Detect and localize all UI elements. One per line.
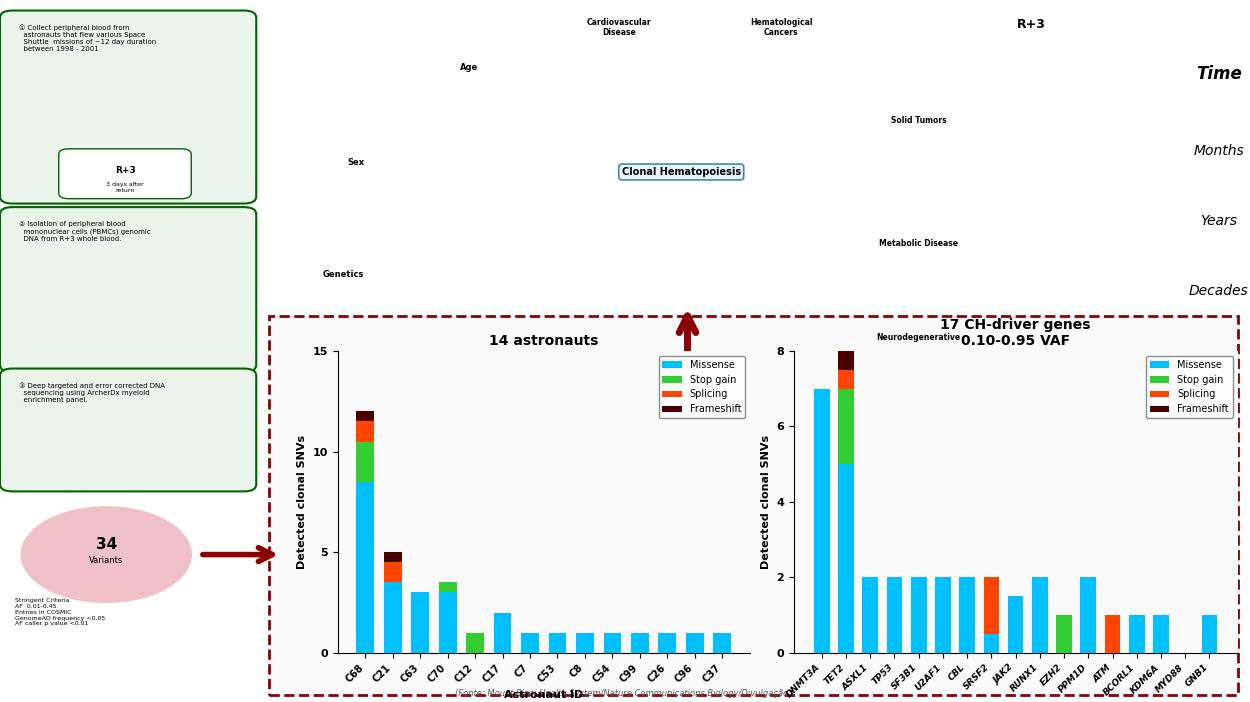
Text: Hematological
Cancers: Hematological Cancers: [750, 18, 812, 37]
Bar: [714, 633, 731, 653]
Bar: [439, 583, 456, 592]
Bar: [439, 592, 456, 653]
Bar: [935, 577, 951, 653]
Bar: [984, 634, 999, 653]
Text: Metabolic Disease: Metabolic Disease: [879, 239, 959, 248]
Bar: [1008, 596, 1024, 653]
Bar: [1152, 615, 1169, 653]
Text: 3 days after
return: 3 days after return: [106, 182, 144, 193]
Circle shape: [21, 507, 191, 602]
Bar: [1032, 577, 1048, 653]
Bar: [839, 370, 854, 389]
Bar: [466, 633, 484, 653]
Text: 34: 34: [96, 536, 118, 552]
Text: Neurodegenerative: Neurodegenerative: [876, 333, 961, 343]
Bar: [549, 633, 566, 653]
FancyBboxPatch shape: [59, 149, 191, 199]
Bar: [1105, 615, 1120, 653]
Text: Years: Years: [1200, 214, 1238, 228]
Text: Time: Time: [1196, 65, 1241, 83]
Text: (Fonte: Mount Sinai Health System/Nature Communications Biology/Divulgação.): (Fonte: Mount Sinai Health System/Nature…: [455, 689, 795, 698]
Text: ③ Deep targeted and error corrected DNA
  sequencing using ArcherDx myeloid
  en: ③ Deep targeted and error corrected DNA …: [19, 383, 165, 403]
Text: Clonal Hematopoiesis: Clonal Hematopoiesis: [621, 167, 741, 177]
Text: Sex: Sex: [348, 158, 365, 167]
Title: 17 CH-driver genes
0.10-0.95 VAF: 17 CH-driver genes 0.10-0.95 VAF: [940, 318, 1091, 348]
Text: ?: ?: [1210, 357, 1228, 387]
Text: Altered Gravity: Altered Gravity: [486, 432, 551, 441]
Title: 14 astronauts: 14 astronauts: [489, 334, 599, 348]
Bar: [356, 442, 374, 482]
Legend: Missense, Stop gain, Splicing, Frameshift: Missense, Stop gain, Splicing, Frameshif…: [1146, 356, 1232, 418]
Bar: [839, 351, 854, 370]
Y-axis label: Detected clonal SNVs: Detected clonal SNVs: [296, 435, 306, 569]
Legend: Missense, Stop gain, Splicing, Frameshift: Missense, Stop gain, Splicing, Frameshif…: [659, 356, 745, 418]
Text: Genetics: Genetics: [322, 270, 365, 279]
Bar: [356, 411, 374, 421]
Bar: [356, 421, 374, 442]
Text: Solid Tumors: Solid Tumors: [891, 116, 946, 125]
Text: Circadian
Alterations: Circadian Alterations: [658, 432, 705, 451]
Bar: [814, 389, 830, 653]
Bar: [631, 633, 649, 653]
FancyBboxPatch shape: [0, 11, 256, 204]
Text: R+3: R+3: [115, 166, 135, 175]
FancyBboxPatch shape: [269, 316, 1238, 695]
Bar: [686, 633, 704, 653]
FancyBboxPatch shape: [0, 207, 256, 372]
Text: Radiation: Radiation: [359, 383, 404, 392]
Text: Stringent Criteria
AF  0.01-0.45
Entries in COSMIC
GenomeAD frequency <0.05
AF c: Stringent Criteria AF 0.01-0.45 Entries …: [15, 598, 105, 626]
Bar: [384, 562, 401, 583]
Bar: [839, 389, 854, 464]
Text: Variants: Variants: [89, 556, 124, 564]
Text: Age: Age: [460, 63, 478, 72]
Bar: [384, 583, 401, 653]
Bar: [356, 482, 374, 653]
Bar: [911, 577, 926, 653]
Text: Decades: Decades: [1189, 284, 1249, 298]
Bar: [984, 577, 999, 634]
Bar: [384, 552, 401, 562]
Text: Months: Months: [1194, 144, 1244, 158]
Bar: [576, 633, 594, 653]
Text: ② Isolation of peripheral blood
  mononuclear cells (PBMCs) genomic
  DNA from R: ② Isolation of peripheral blood mononucl…: [19, 221, 150, 241]
X-axis label: Astronaut ID: Astronaut ID: [504, 690, 584, 700]
Bar: [1080, 577, 1096, 653]
Text: Cardiovascular
Disease: Cardiovascular Disease: [586, 18, 651, 37]
Bar: [521, 633, 539, 653]
Bar: [494, 613, 511, 653]
Bar: [839, 464, 854, 653]
Bar: [886, 577, 902, 653]
Text: R+3: R+3: [1016, 18, 1046, 31]
Bar: [1129, 615, 1145, 653]
Bar: [1056, 615, 1072, 653]
Bar: [1201, 615, 1218, 653]
Y-axis label: Detected clonal SNVs: Detected clonal SNVs: [760, 435, 770, 569]
Bar: [604, 633, 621, 653]
Bar: [862, 577, 879, 653]
Bar: [959, 577, 975, 653]
FancyBboxPatch shape: [0, 369, 256, 491]
Bar: [659, 633, 676, 653]
Bar: [411, 592, 429, 653]
Text: ① Collect peripheral blood from
  astronauts that flew various Space
  Shuttle  : ① Collect peripheral blood from astronau…: [19, 25, 156, 52]
